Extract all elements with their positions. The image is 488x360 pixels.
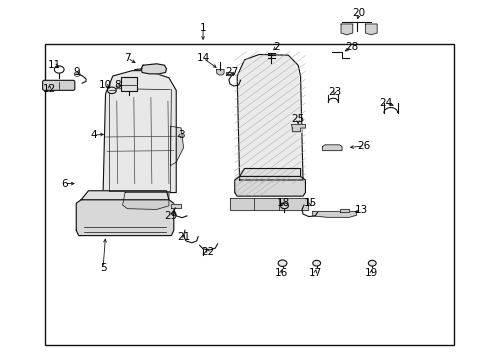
Polygon shape [170,126,183,166]
Polygon shape [216,69,224,75]
Polygon shape [229,198,307,211]
Text: 15: 15 [303,198,316,208]
Text: 29: 29 [164,211,178,221]
Text: 22: 22 [201,247,214,257]
Polygon shape [365,24,376,35]
Text: 27: 27 [225,67,239,77]
Text: 28: 28 [345,42,358,52]
Text: 12: 12 [43,84,56,94]
Polygon shape [322,145,341,150]
Text: 26: 26 [357,141,370,151]
Circle shape [278,260,286,266]
Text: 14: 14 [196,53,209,63]
Polygon shape [76,200,173,235]
Text: 24: 24 [379,98,392,108]
Text: 2: 2 [272,42,279,52]
Circle shape [312,260,320,266]
Text: 10: 10 [99,80,112,90]
Polygon shape [340,24,352,35]
Polygon shape [122,193,168,210]
Polygon shape [81,191,168,200]
Polygon shape [234,176,305,196]
Polygon shape [226,72,232,75]
Polygon shape [291,125,305,132]
Text: 25: 25 [291,114,304,124]
Text: 17: 17 [308,268,321,278]
Text: 3: 3 [178,130,184,140]
Text: 1: 1 [199,23,206,33]
Text: 16: 16 [274,268,287,278]
Circle shape [367,260,375,266]
Text: 21: 21 [177,232,190,242]
Text: 5: 5 [100,263,106,273]
Text: 11: 11 [48,60,61,70]
Polygon shape [171,204,181,208]
Polygon shape [339,209,348,212]
Polygon shape [237,54,303,180]
Circle shape [107,87,116,94]
Text: 19: 19 [364,268,377,278]
Text: 4: 4 [90,130,97,140]
Text: 13: 13 [354,206,367,216]
Polygon shape [141,64,166,74]
Text: 7: 7 [124,53,130,63]
Polygon shape [312,212,356,217]
Text: 23: 23 [327,87,341,97]
Text: 6: 6 [61,179,67,189]
Bar [44,44,453,345]
Polygon shape [239,168,300,176]
Text: 18: 18 [276,198,289,208]
FancyBboxPatch shape [42,80,75,90]
Text: 20: 20 [352,8,365,18]
Polygon shape [103,71,176,193]
Text: 8: 8 [114,80,121,90]
Bar [121,77,137,91]
Text: 9: 9 [73,67,80,77]
